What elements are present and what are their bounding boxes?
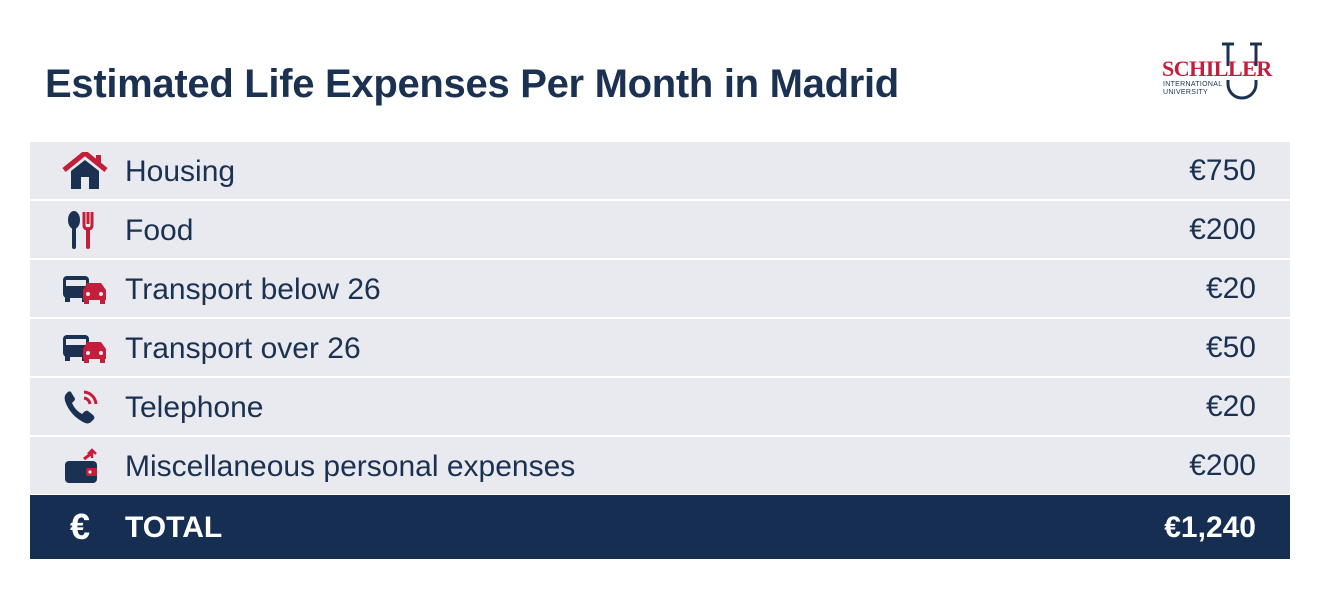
table-row: Miscellaneous personal expenses €200 (30, 437, 1290, 496)
table-row: Food €200 (30, 201, 1290, 260)
row-label: Miscellaneous personal expenses (125, 450, 576, 483)
row-value: €200 (1189, 449, 1256, 482)
row-label: Transport below 26 (125, 273, 381, 306)
row-label: Food (125, 214, 194, 247)
row-label: Housing (125, 155, 236, 188)
total-label: TOTAL (125, 511, 223, 544)
table-row: Transport over 26 €50 (30, 319, 1290, 378)
wallet-icon (62, 447, 108, 485)
schiller-logo: SCHILLER INTERNATIONAL UNIVERSITY (1160, 40, 1280, 102)
total-row: € TOTAL €1,240 (30, 495, 1290, 559)
row-value: €750 (1189, 154, 1256, 187)
total-value: €1,240 (1164, 511, 1256, 544)
row-value: €20 (1205, 272, 1256, 305)
page-title: Estimated Life Expenses Per Month in Mad… (45, 62, 899, 106)
table-row: Housing €750 (30, 142, 1290, 201)
utensils-icon (62, 211, 108, 249)
table-row: Telephone €20 (30, 378, 1290, 437)
logo-u-mark-icon (1222, 42, 1262, 100)
table-row: Transport below 26 €20 (30, 260, 1290, 319)
expenses-table: Housing €750 Food €200 (30, 142, 1290, 496)
logo-subtitle: INTERNATIONAL UNIVERSITY (1163, 81, 1223, 96)
row-value: €20 (1205, 390, 1256, 423)
bus-car-icon (62, 329, 108, 367)
house-icon (62, 150, 108, 190)
row-label: Transport over 26 (125, 332, 361, 365)
euro-icon: € (70, 506, 91, 547)
phone-icon (62, 388, 108, 426)
row-value: €50 (1205, 331, 1256, 364)
row-value: €200 (1189, 213, 1256, 246)
row-label: Telephone (125, 391, 264, 424)
bus-car-icon (62, 270, 108, 308)
logo-wordmark: SCHILLER (1162, 56, 1272, 81)
